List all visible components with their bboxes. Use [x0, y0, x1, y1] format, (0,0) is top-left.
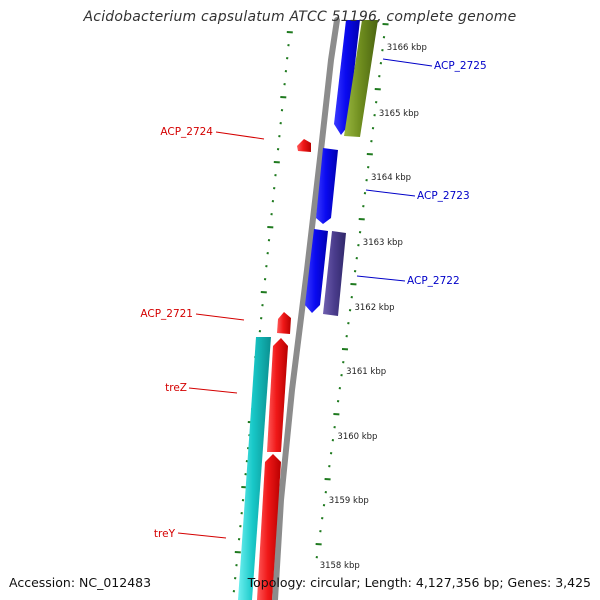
- right-gene-labels: ACP_2725 ACP_2723 ACP_2722: [407, 60, 487, 287]
- scale-label: 3159 kbp: [329, 496, 369, 506]
- scale-label: 3166 kbp: [387, 43, 427, 53]
- accession-text: Accession: NC_012483: [9, 575, 152, 590]
- scale-label: 3165 kbp: [379, 109, 419, 119]
- left-gene-labels: ACP_2724 ACP_2721 treZ treY: [140, 126, 213, 540]
- genome-backbone: [272, 17, 340, 600]
- gene-acp-2722-blue[interactable]: [305, 229, 328, 313]
- gene-label[interactable]: ACP_2723: [417, 190, 470, 202]
- scale-label: 3158 kbp: [320, 561, 360, 571]
- scale-label: 3160 kbp: [337, 432, 377, 442]
- scale-labels: 3166 kbp 3165 kbp 3164 kbp 3163 kbp 3162 kbp…: [320, 43, 427, 571]
- gene-acp-2724[interactable]: [297, 139, 311, 152]
- gene-acp-2725-blue[interactable]: [334, 20, 360, 135]
- gene-acp-2722-navy[interactable]: [323, 231, 346, 316]
- gene-cyan[interactable]: [238, 337, 271, 600]
- gene-acp-2723[interactable]: [316, 148, 338, 224]
- gene-label[interactable]: treZ: [165, 382, 187, 394]
- scale-label: 3163 kbp: [363, 238, 403, 248]
- scale-ticks-outer: [315, 23, 389, 559]
- gene-label[interactable]: ACP_2724: [160, 126, 213, 138]
- right-leader-lines: [356, 58, 433, 282]
- gene-acp-2721[interactable]: [277, 312, 291, 334]
- gene-trez[interactable]: [267, 338, 288, 452]
- gene-label[interactable]: ACP_2725: [434, 60, 487, 72]
- scale-label: 3161 kbp: [346, 367, 386, 377]
- left-leader-lines: [177, 131, 265, 539]
- gene-acp-2725-olive[interactable]: [344, 20, 378, 137]
- gene-label[interactable]: ACP_2722: [407, 275, 460, 287]
- map-title: Acidobacterium capsulatum ATCC 51196, co…: [83, 9, 517, 25]
- scale-label: 3164 kbp: [371, 173, 411, 183]
- gene-label[interactable]: ACP_2721: [140, 308, 193, 320]
- gene-label[interactable]: treY: [154, 528, 176, 540]
- gene-trey[interactable]: [257, 454, 281, 600]
- scale-label: 3162 kbp: [354, 303, 394, 313]
- topology-text: Topology: circular; Length: 4,127,356 bp…: [247, 575, 591, 590]
